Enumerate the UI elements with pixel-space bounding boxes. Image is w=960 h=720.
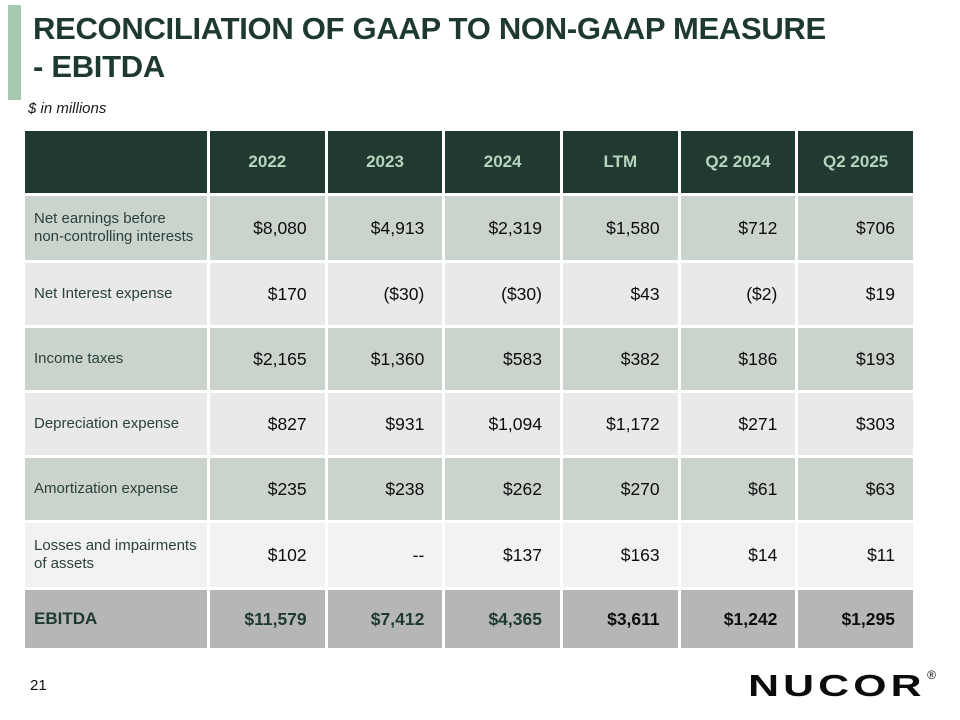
value-cell: $583 [445,328,560,390]
value-cell: $2,165 [210,328,325,390]
value-cell: $170 [210,263,325,325]
column-header-q2-2025: Q2 2025 [798,131,913,193]
title-accent-bar [8,5,21,100]
nucor-wordmark: NUCOR [748,668,927,703]
registered-trademark-icon: ® [927,668,936,682]
row-label: Income taxes [25,328,207,390]
value-cell: $1,360 [327,328,443,390]
value-cell: $193 [798,328,913,390]
value-cell: $186 [680,328,796,390]
value-cell: $238 [327,458,443,520]
value-cell: $19 [798,263,913,325]
column-header-ltm: LTM [562,131,678,193]
page-number: 21 [30,677,47,694]
value-cell: $1,172 [562,393,678,455]
value-cell: $8,080 [210,196,325,260]
value-cell: $262 [445,458,560,520]
value-cell: $271 [680,393,796,455]
value-cell: $61 [680,458,796,520]
row-label: Depreciation expense [25,393,207,455]
reconciliation-table: 2022 2023 2024 LTM Q2 2024 Q2 2025 Net earning… [25,131,913,648]
column-header-2024: 2024 [445,131,560,193]
value-cell: $1,094 [445,393,560,455]
value-cell: $235 [210,458,325,520]
table-corner-cell [25,131,207,193]
value-cell: $11,579 [210,590,325,648]
value-cell: $102 [210,523,325,587]
value-cell: $931 [327,393,443,455]
value-cell: -- [327,523,443,587]
value-cell: $1,580 [562,196,678,260]
value-cell: $63 [798,458,913,520]
value-cell: $382 [562,328,678,390]
value-cell: $11 [798,523,913,587]
value-cell: $1,295 [798,590,913,648]
slide-title: RECONCILIATION OF GAAP TO NON-GAAP MEASU… [33,11,826,85]
value-cell: $2,319 [445,196,560,260]
units-note: $ in millions [28,100,107,117]
value-cell: ($2) [680,263,796,325]
row-label: Amortization expense [25,458,207,520]
value-cell: $43 [562,263,678,325]
row-label: EBITDA [25,590,207,648]
value-cell: $3,611 [562,590,678,648]
value-cell: ($30) [445,263,560,325]
row-label: Net Interest expense [25,263,207,325]
value-cell: $7,412 [327,590,443,648]
value-cell: $270 [562,458,678,520]
value-cell: $4,913 [327,196,443,260]
value-cell: $712 [680,196,796,260]
row-label: Losses and impairments of assets [25,523,207,587]
value-cell: $706 [798,196,913,260]
value-cell: $827 [210,393,325,455]
value-cell: ($30) [327,263,443,325]
column-header-2023: 2023 [327,131,443,193]
column-header-q2-2024: Q2 2024 [680,131,796,193]
value-cell: $14 [680,523,796,587]
value-cell: $303 [798,393,913,455]
value-cell: $163 [562,523,678,587]
nucor-logo: NUCOR ® [749,668,936,701]
value-cell: $4,365 [445,590,560,648]
value-cell: $1,242 [680,590,796,648]
row-label: Net earnings before non-controlling inte… [25,196,207,260]
value-cell: $137 [445,523,560,587]
column-header-2022: 2022 [210,131,325,193]
